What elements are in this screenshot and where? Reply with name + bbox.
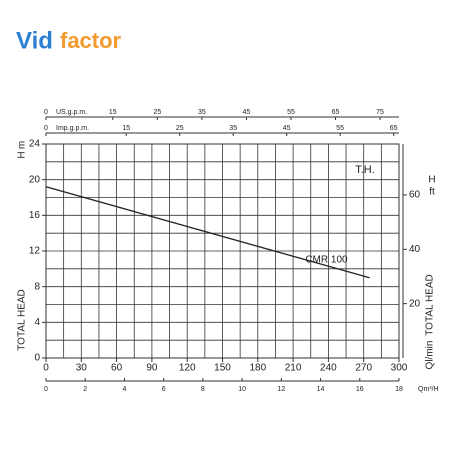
x-tick-label: 90 — [146, 363, 158, 374]
x-tick-label: 0 — [43, 363, 49, 374]
axis-tick-label: 35 — [198, 109, 206, 116]
axis-tick-label: 18 — [395, 386, 403, 393]
axis-tick-label: 40 — [409, 244, 421, 255]
axis-label: US.g.p.m. — [56, 109, 87, 116]
axis-tick-label: 15 — [109, 109, 117, 116]
y-label: TOTAL HEAD — [17, 289, 28, 351]
axis-tick-label: 75 — [376, 109, 384, 116]
y-tick-label: 4 — [34, 317, 40, 328]
axis-unit: ft — [429, 187, 435, 198]
axis-tick-label: 14 — [317, 386, 325, 393]
axis-tick-label: 65 — [332, 109, 340, 116]
annotation: T.H. — [355, 164, 375, 176]
x-tick-label: 210 — [285, 363, 302, 374]
x-tick-label: 270 — [355, 363, 372, 374]
y-tick-label: 12 — [29, 246, 41, 257]
y-unit-m: m — [17, 141, 28, 149]
axis-tick-label: 0 — [44, 386, 48, 393]
axis-tick-label: 6 — [162, 386, 166, 393]
axis-tick-label: 2 — [83, 386, 87, 393]
axis-tick-label: 55 — [336, 125, 344, 132]
logo-factor: factor — [60, 28, 122, 53]
x-tick-label: 60 — [111, 363, 123, 374]
axis-tick-label: 12 — [277, 386, 285, 393]
axis-tick-label: 16 — [356, 386, 364, 393]
axis-tick-label: 25 — [176, 125, 184, 132]
y-tick-label: 0 — [34, 353, 40, 364]
axis-tick-label: 35 — [229, 125, 237, 132]
axis-label: Imp.g.p.m. — [56, 125, 89, 132]
axis-tick-label: 0 — [44, 125, 48, 132]
x-label: Ql/min — [425, 341, 436, 370]
logo-vid: Vid — [16, 27, 53, 54]
x-tick-label: 30 — [76, 363, 88, 374]
y-tick-label: 24 — [29, 139, 41, 150]
axis-label: TOTAL HEAD — [425, 274, 436, 336]
x-tick-label: 300 — [391, 363, 408, 374]
x-tick-label: 150 — [214, 363, 231, 374]
axis-label: Qm³/H — [418, 386, 439, 393]
curve-label: CMR 100 — [305, 254, 348, 265]
axis-tick-label: 15 — [122, 125, 130, 132]
axis-tick-label: 55 — [287, 109, 295, 116]
y-tick-label: 20 — [29, 174, 41, 185]
axis-tick-label: 4 — [122, 386, 126, 393]
axis-tick-label: 60 — [409, 190, 421, 201]
axis-tick-label: 8 — [201, 386, 205, 393]
axis-tick-label: 20 — [409, 298, 421, 309]
axis-tick-label: 25 — [153, 109, 161, 116]
axis-unit: H — [428, 175, 435, 186]
curve — [45, 186, 370, 279]
axis-tick-label: 45 — [283, 125, 291, 132]
axis-tick-label: 0 — [44, 109, 48, 116]
axis-tick-label: 45 — [243, 109, 251, 116]
x-tick-label: 120 — [179, 363, 196, 374]
plot-frame — [45, 143, 400, 359]
y-tick-label: 8 — [34, 281, 40, 292]
y-tick-label: 16 — [29, 210, 41, 221]
axis-tick-label: 65 — [390, 125, 398, 132]
y-unit-h: H — [17, 151, 28, 158]
x-tick-label: 240 — [320, 363, 337, 374]
axis-tick-label: 10 — [238, 386, 246, 393]
x-tick-label: 180 — [249, 363, 266, 374]
